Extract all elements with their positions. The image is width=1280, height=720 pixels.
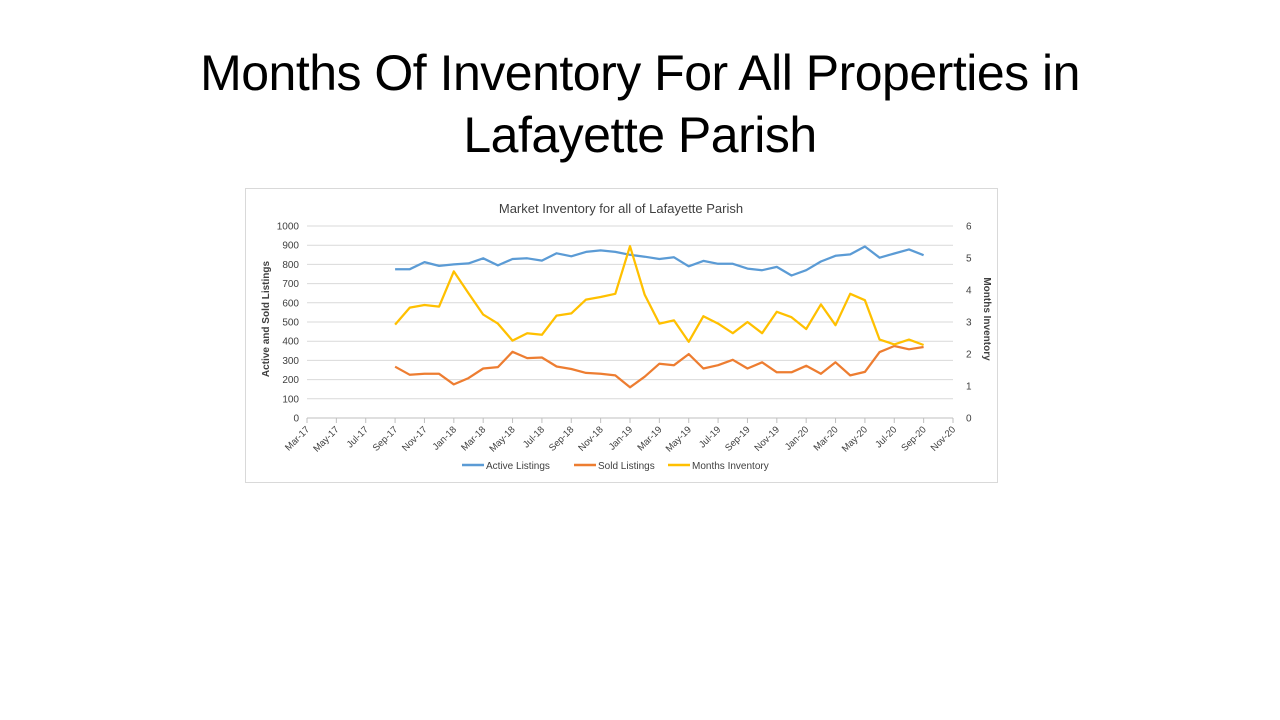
legend-item-active-listings: Active Listings xyxy=(462,461,550,472)
x-tick-label: Jul-17 xyxy=(345,424,371,450)
x-tick-label: Sep-17 xyxy=(371,424,400,453)
x-tick-label: Mar-17 xyxy=(283,424,312,453)
x-tick-label: Jul-18 xyxy=(521,424,547,450)
y2-axis-label: Months Inventory xyxy=(981,277,992,361)
x-tick-label: Jul-19 xyxy=(697,424,723,450)
y-axis-label: Active and Sold Listings xyxy=(261,261,272,378)
x-tick-label: Jan-20 xyxy=(783,424,811,452)
y-tick-label: 800 xyxy=(282,260,299,271)
x-tick-label: Mar-19 xyxy=(635,424,664,453)
slide-title: Months Of Inventory For All Properties i… xyxy=(0,42,1280,166)
x-tick-label: May-17 xyxy=(311,424,341,454)
y2-tick-label: 1 xyxy=(966,382,972,393)
y-tick-label: 400 xyxy=(282,337,299,348)
x-tick-label: Jan-18 xyxy=(431,424,459,452)
chart-container: Market Inventory for all of Lafayette Pa… xyxy=(245,188,998,483)
y-tick-label: 700 xyxy=(282,279,299,290)
legend-label: Active Listings xyxy=(486,461,550,472)
y-axis-right: 0 1 2 3 4 5 6 xyxy=(966,222,972,425)
y2-tick-label: 4 xyxy=(966,286,972,297)
line-chart: Market Inventory for all of Lafayette Pa… xyxy=(261,201,992,472)
x-tick-label: Nov-19 xyxy=(753,424,782,453)
x-tick-label: Nov-17 xyxy=(400,424,429,453)
y2-tick-label: 0 xyxy=(966,414,972,425)
slide-title-line-1: Months Of Inventory For All Properties i… xyxy=(200,45,1080,101)
x-tick-label: Nov-20 xyxy=(929,424,958,453)
x-tick-label: May-20 xyxy=(840,424,870,454)
x-tick-label: Jan-19 xyxy=(607,424,635,452)
x-tick-label: Sep-18 xyxy=(547,424,576,453)
x-tick-label: Mar-18 xyxy=(459,424,488,453)
slide-title-line-2: Lafayette Parish xyxy=(463,107,817,163)
x-tick-label: Sep-20 xyxy=(899,424,928,453)
x-tick-label: Jul-20 xyxy=(873,424,899,450)
x-tick-label: May-18 xyxy=(487,424,517,454)
series-lines xyxy=(394,245,925,389)
y-tick-label: 200 xyxy=(282,375,299,386)
y-tick-label: 100 xyxy=(282,394,299,405)
x-tick-label: Nov-18 xyxy=(576,424,605,453)
gridlines xyxy=(307,225,953,419)
legend-item-sold-listings: Sold Listings xyxy=(574,461,655,472)
legend-item-months-inventory: Months Inventory xyxy=(668,461,769,472)
y-axis-left: 0 100 200 300 400 500 600 700 800 900 1000 xyxy=(277,222,300,425)
x-tick-label: May-19 xyxy=(664,424,694,454)
series-line-months-inventory xyxy=(394,245,924,347)
series-line-active-listings xyxy=(395,245,925,277)
x-tick-label: Mar-20 xyxy=(812,424,841,453)
legend: Active Listings Sold Listings Months Inven… xyxy=(462,461,769,472)
legend-label: Sold Listings xyxy=(598,461,655,472)
y2-tick-label: 2 xyxy=(966,350,972,361)
y-tick-label: 500 xyxy=(282,318,299,329)
y-tick-label: 300 xyxy=(282,356,299,367)
series-line-sold-listings xyxy=(394,344,924,389)
y-tick-label: 0 xyxy=(293,414,299,425)
x-tick-label: Sep-19 xyxy=(723,424,752,453)
y2-tick-label: 6 xyxy=(966,222,972,233)
x-axis: Mar-17 May-17 Jul-17 Sep-17 Nov-17 Jan-18 Mar-… xyxy=(283,418,958,455)
y2-tick-label: 3 xyxy=(966,318,972,329)
y-tick-label: 1000 xyxy=(277,222,300,233)
y-tick-label: 600 xyxy=(282,298,299,309)
y-tick-label: 900 xyxy=(282,241,299,252)
chart-title: Market Inventory for all of Lafayette Pa… xyxy=(499,201,743,216)
legend-label: Months Inventory xyxy=(692,461,769,472)
y2-tick-label: 5 xyxy=(966,254,972,265)
